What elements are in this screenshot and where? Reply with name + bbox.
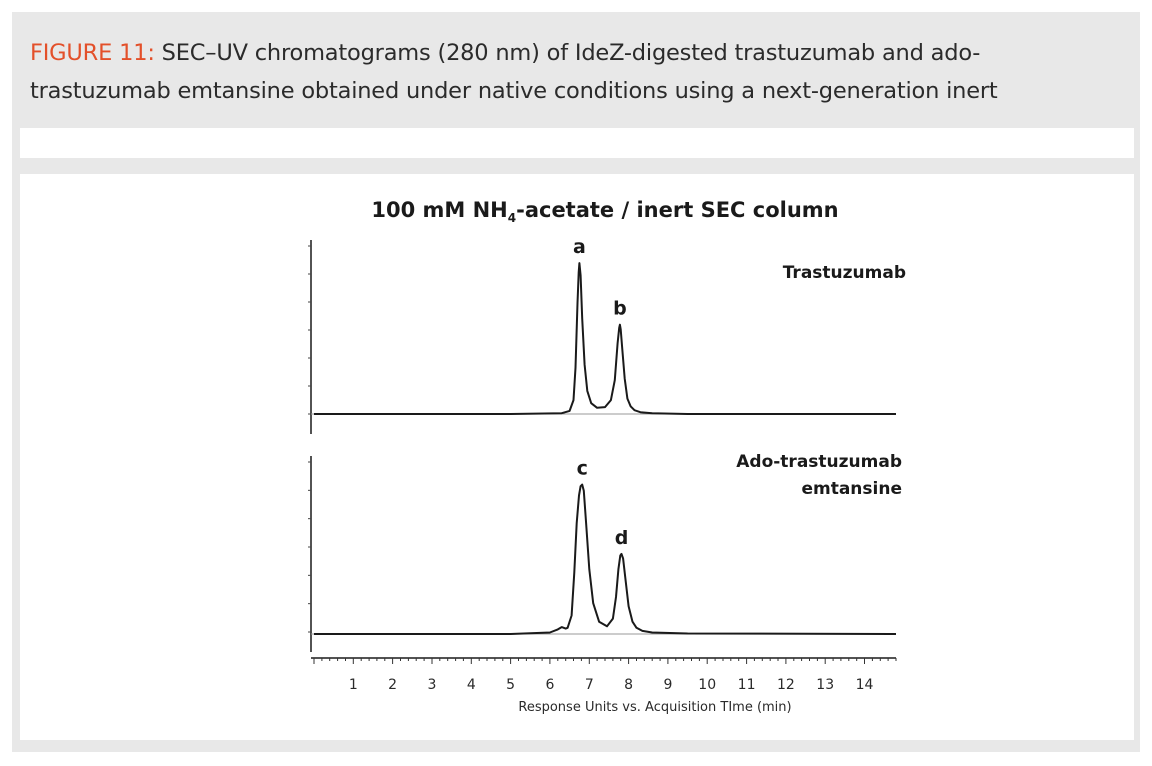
peak-label: a	[573, 236, 586, 258]
peak-label: d	[615, 527, 629, 549]
x-tick-label: 4	[467, 677, 476, 693]
x-axis-label: Response Units vs. Acquisition TIme (min…	[518, 700, 791, 715]
x-tick-label: 5	[506, 677, 515, 693]
x-tick-label: 10	[698, 677, 716, 693]
x-tick-label: 6	[545, 677, 554, 693]
x-tick-label: 1	[349, 677, 358, 693]
chromatogram-chart: 100 mM NH4-acetate / inert SEC column ab…	[308, 198, 906, 715]
plot-layer: a b Trastuzumab c d Ado-trastuzumab emtansine 1…	[308, 236, 906, 693]
chart-title-prefix: 100 mM NH	[371, 198, 507, 222]
peak-label: b	[613, 298, 627, 320]
x-tick-label: 9	[663, 677, 672, 693]
figure-caption-text: SEC–UV chromatograms (280 nm) of IdeZ-di…	[30, 40, 998, 104]
x-tick-label: 8	[624, 677, 633, 693]
x-tick-label: 12	[777, 677, 795, 693]
caption-spacer	[20, 128, 1134, 158]
x-tick-label: 3	[428, 677, 437, 693]
x-tick-label: 2	[388, 677, 397, 693]
figure-label: FIGURE 11:	[30, 40, 155, 66]
panel-label: Trastuzumab	[783, 263, 906, 283]
chromatogram-trace	[314, 262, 896, 415]
peak-label: c	[577, 458, 588, 480]
x-tick-label: 13	[816, 677, 834, 693]
x-tick-label: 7	[585, 677, 594, 693]
chromatogram-trace	[314, 483, 897, 635]
figure-caption: FIGURE 11: SEC–UV chromatograms (280 nm)…	[30, 34, 1120, 110]
x-tick-label: 11	[738, 677, 756, 693]
chart-title-suffix: -acetate / inert SEC column	[516, 198, 839, 222]
chart-title: 100 mM NH4-acetate / inert SEC column	[371, 198, 838, 225]
panel-label: Ado-trastuzumab emtansine	[736, 452, 902, 499]
chart-title-subscript: 4	[508, 211, 516, 225]
x-tick-label: 14	[856, 677, 874, 693]
